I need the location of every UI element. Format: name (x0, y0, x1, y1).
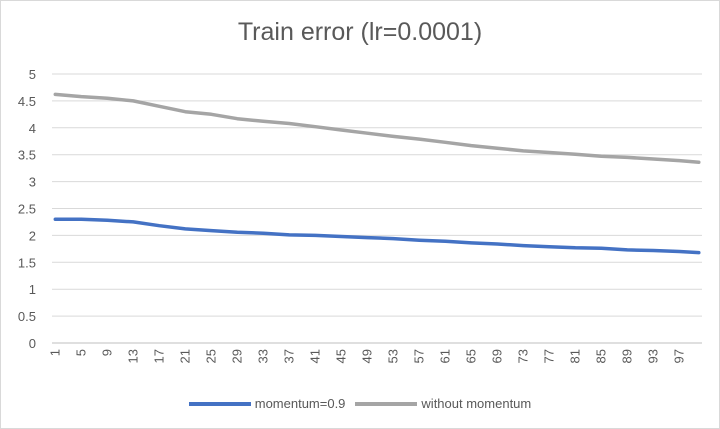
legend-label-without-momentum: without momentum (421, 396, 532, 411)
x-tick-label: 65 (463, 349, 478, 363)
y-tick-label: 3 (29, 175, 36, 190)
x-tick-label: 69 (489, 349, 504, 363)
x-tick-label: 33 (255, 349, 270, 363)
chart-title: Train error (lr=0.0001) (237, 18, 483, 46)
legend-swatch-momentum (188, 401, 251, 406)
x-tick-label: 77 (541, 349, 556, 363)
x-tick-label: 29 (229, 349, 244, 363)
series-line-without-momentum (53, 92, 701, 164)
y-tick-label: 5 (29, 67, 36, 82)
x-tick-label: 61 (437, 349, 452, 363)
x-tick-label: 53 (385, 349, 400, 363)
y-tick-label: 1 (29, 282, 36, 297)
x-tick-label: 5 (73, 349, 88, 356)
legend-item-without-momentum: without momentum (355, 396, 531, 411)
x-tick-label: 85 (593, 349, 608, 363)
legend-label-momentum: momentum=0.9 (254, 396, 346, 411)
y-tick-label: 2.5 (18, 202, 36, 217)
x-tick-label: 21 (177, 349, 192, 363)
x-tick-label: 45 (333, 349, 348, 363)
y-tick-label: 4.5 (18, 94, 36, 109)
x-tick-label: 97 (671, 349, 686, 363)
x-tick-label: 81 (567, 349, 582, 363)
series-line-momentum (53, 217, 701, 255)
legend: momentum=0.9 without momentum (0, 396, 720, 411)
legend-item-momentum: momentum=0.9 (188, 396, 346, 411)
y-tick-label: 4 (29, 121, 36, 136)
x-tick-label: 25 (203, 349, 218, 363)
y-tick-label: 0.5 (18, 309, 36, 324)
x-tick-label: 9 (99, 349, 114, 356)
legend-swatch-without-momentum (355, 401, 418, 406)
y-tick-label: 2 (29, 228, 36, 243)
x-tick-label: 37 (281, 349, 296, 363)
x-tick-label: 57 (411, 349, 426, 363)
x-tick-label: 17 (151, 349, 166, 363)
y-tick-label: 1.5 (18, 255, 36, 270)
x-tick-label: 49 (359, 349, 374, 363)
x-tick-label: 41 (307, 349, 322, 363)
x-tick-label: 13 (125, 349, 140, 363)
x-tick-label: 73 (515, 349, 530, 363)
x-tick-label: 93 (645, 349, 660, 363)
y-tick-label: 3.5 (18, 148, 36, 163)
y-tick-label: 0 (29, 336, 36, 351)
x-tick-label: 89 (619, 349, 634, 363)
x-tick-label: 1 (47, 349, 62, 356)
